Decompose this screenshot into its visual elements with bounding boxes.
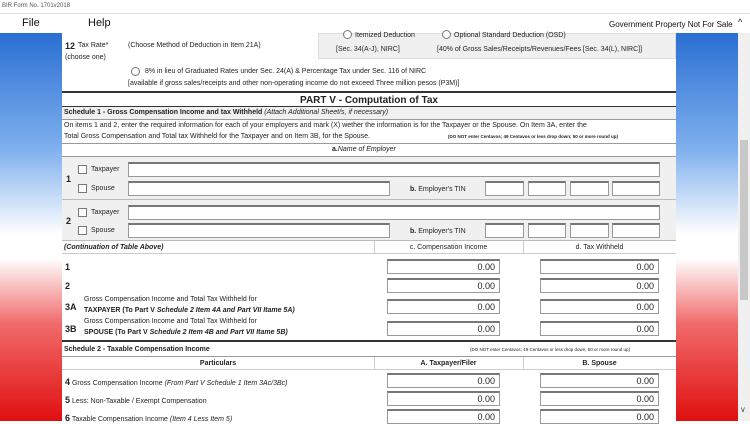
- employer-name-input[interactable]: [128, 205, 660, 220]
- col-d-header: d. Tax Withheld: [575, 244, 624, 251]
- compensation-income-input[interactable]: 0.00: [387, 321, 500, 336]
- itemized-label: Itemized Deduction: [355, 32, 415, 39]
- eight-percent-radio[interactable]: [131, 67, 140, 76]
- col-taxpayer: A. Taxpayer/Filer: [420, 360, 477, 367]
- scroll-down-icon[interactable]: ∨: [740, 405, 746, 414]
- spouse-amount-input[interactable]: 0.00: [540, 409, 659, 424]
- part-v-title: PART V - Computation of Tax: [300, 95, 438, 106]
- schedule2-title: Schedule 2 - Taxable Compensation Income: [64, 346, 210, 353]
- employer-name-input-2[interactable]: [128, 223, 390, 238]
- osd-label: Optional Standard Deduction (OSD): [454, 32, 566, 39]
- tin-input-4[interactable]: [612, 223, 660, 238]
- item-number: 12: [65, 41, 76, 51]
- tax-rate-label: Tax Rate*: [78, 42, 109, 49]
- taxpayer-amount-input[interactable]: 0.00: [387, 391, 500, 406]
- tin-input-4[interactable]: [612, 181, 660, 196]
- continuation-header: (Continuation of Table Above): [64, 244, 164, 251]
- tin-label: b. Employer's TIN: [410, 186, 466, 193]
- compensation-income-input[interactable]: 0.00: [387, 259, 500, 274]
- tax-rate-instruction: (Choose Method of Deduction in Item 21A): [128, 42, 261, 49]
- spouse-checkbox[interactable]: [78, 226, 87, 235]
- notice-text: Government Property Not For Sale: [609, 20, 733, 29]
- scrollbar-thumb[interactable]: [740, 140, 748, 300]
- tax-withheld-input[interactable]: 0.00: [540, 278, 659, 293]
- itemized-ref: [Sec. 34(A-J), NIRC]: [336, 46, 400, 53]
- schedule1-title: Schedule 1 - Gross Compensation Income a…: [64, 109, 389, 116]
- tin-input-2[interactable]: [528, 223, 566, 238]
- schedule1-instructions: On items 1 and 2, enter the required inf…: [64, 122, 587, 129]
- menu-bar: File Help Government Property Not For Sa…: [0, 13, 750, 33]
- tin-input-2[interactable]: [528, 181, 566, 196]
- menu-help[interactable]: Help: [88, 17, 111, 29]
- tax-withheld-input[interactable]: 0.00: [540, 321, 659, 336]
- compensation-income-input[interactable]: 0.00: [387, 278, 500, 293]
- tax-rate-sub: (choose one): [65, 54, 106, 61]
- menu-file[interactable]: File: [22, 17, 40, 29]
- spouse-amount-input[interactable]: 0.00: [540, 373, 659, 388]
- itemized-radio[interactable]: [343, 30, 352, 39]
- name-of-employer-header: a.Name of Employer: [332, 146, 396, 153]
- taxpayer-checkbox[interactable]: [78, 208, 87, 217]
- tin-label: b. Employer's TIN: [410, 228, 466, 235]
- employer-name-input-2[interactable]: [128, 181, 390, 196]
- tax-withheld-input[interactable]: 0.00: [540, 299, 659, 314]
- col-particulars: Particulars: [199, 360, 237, 367]
- osd-radio[interactable]: [442, 30, 451, 39]
- form-panel: 12 Tax Rate* (choose one) (Choose Method…: [62, 30, 676, 424]
- compensation-income-input[interactable]: 0.00: [387, 299, 500, 314]
- spouse-amount-input[interactable]: 0.00: [540, 391, 659, 406]
- eight-percent-note: [available if gross sales/receipts and o…: [128, 80, 460, 87]
- window-title: BIR Form No. 1701v2018: [0, 0, 750, 13]
- eight-percent-label: 8% in lieu of Graduated Rates under Sec.…: [145, 68, 427, 75]
- tin-input-3[interactable]: [570, 181, 609, 196]
- col-spouse: B. Spouse: [582, 360, 617, 367]
- donot-note: (DO NOT enter Centavos; 49 Centavos or l…: [470, 347, 630, 352]
- taxpayer-amount-input[interactable]: 0.00: [387, 409, 500, 424]
- osd-ref: [40% of Gross Sales/Receipts/Revenues/Fe…: [437, 46, 643, 53]
- col-c-header: c. Compensation Income: [409, 244, 488, 251]
- taxpayer-checkbox[interactable]: [78, 165, 87, 174]
- donot-note: (DO NOT enter Centavos; 49 Centavos or l…: [448, 134, 619, 139]
- tax-withheld-input[interactable]: 0.00: [540, 259, 659, 274]
- spouse-checkbox[interactable]: [78, 184, 87, 193]
- taxpayer-amount-input[interactable]: 0.00: [387, 373, 500, 388]
- tin-input-1[interactable]: [485, 181, 524, 196]
- scroll-up-icon[interactable]: ^: [738, 17, 743, 27]
- employer-name-input[interactable]: [128, 162, 660, 177]
- tin-input-1[interactable]: [485, 223, 524, 238]
- tin-input-3[interactable]: [570, 223, 609, 238]
